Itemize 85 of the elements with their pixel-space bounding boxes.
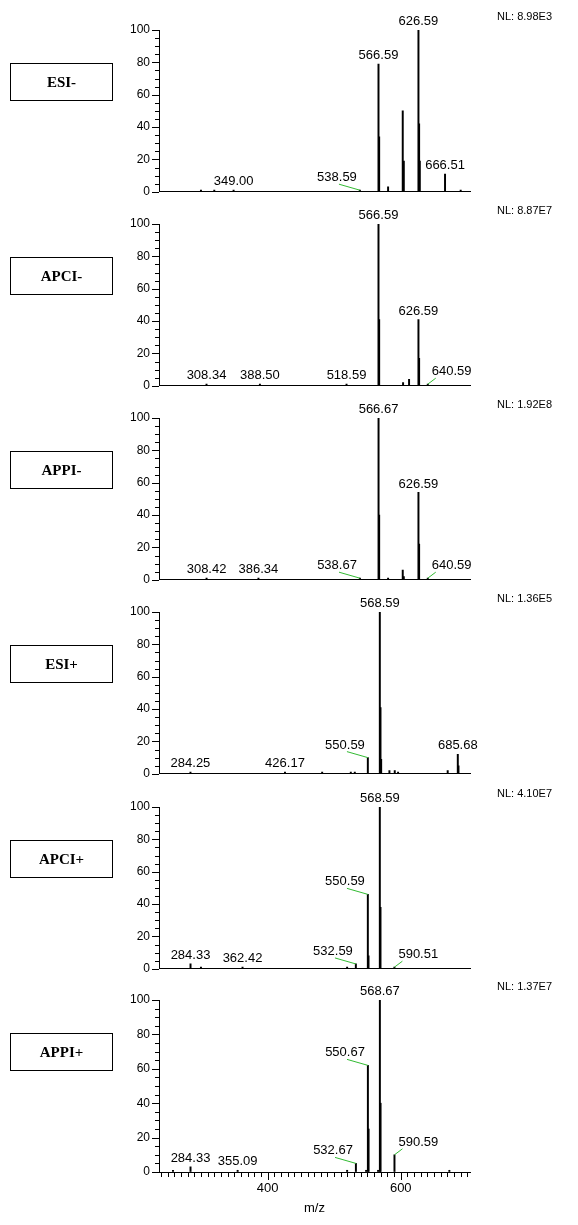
y-tick-label: 60 [136,475,151,490]
y-tick-label: 0 [143,1164,151,1179]
y-tick-label: 100 [129,992,151,1007]
y-tick-label: 40 [136,507,151,522]
y-tick-label: 40 [136,701,151,716]
text: NL: 1.36E5 [497,592,553,604]
y-tick-label: 80 [136,54,151,69]
annotation: 550.59 [325,873,365,889]
annotation: 518.59 [326,367,367,383]
text: APPI- [10,451,113,489]
y-tick-label: 40 [136,896,151,911]
x-tick-label: 400 [256,1180,279,1196]
annotation: 355.09 [217,1153,258,1169]
y-tick-label: 60 [136,1061,151,1076]
y-tick-label: 100 [129,799,151,814]
text: NL: 1.92E8 [497,398,553,410]
y-tick-label: 80 [136,831,151,846]
annotation: 362.42 [222,950,263,966]
annotation: 532.59 [313,943,353,959]
annotation: 685.68 [437,737,478,753]
annotation: 388.50 [240,367,280,383]
y-tick-label: 20 [136,539,151,554]
y-tick-label: 100 [129,410,151,425]
y-tick-label: 0 [143,766,151,781]
y-tick-label: 80 [136,636,151,651]
y-tick-label: 40 [136,119,151,134]
y-tick-label: 20 [136,151,151,166]
y-tick-label: 40 [136,313,151,328]
text: NL: 1.37E7 [497,980,553,992]
annotation: 626.59 [398,13,439,29]
annotation: 538.59 [317,169,357,185]
y-tick-label: 80 [136,1026,151,1041]
annotation: 590.59 [398,1133,439,1149]
x-axis-title: m/z [304,1199,325,1215]
y-tick-label: 60 [136,864,151,879]
annotation: 308.42 [186,561,227,577]
annotation: 308.34 [186,367,227,383]
y-tick-label: 80 [136,248,151,263]
annotation: 590.51 [398,946,439,962]
y-tick-label: 60 [136,87,151,102]
text: NL: 4.10E7 [497,787,553,799]
y-tick-label: 20 [136,1129,151,1144]
y-tick-label: 40 [136,1095,151,1110]
annotation: 626.59 [398,475,439,491]
annotation: 568.67 [360,983,400,999]
text: APCI- [10,257,113,295]
text: ESI- [10,63,113,101]
y-tick-label: 0 [143,572,151,587]
annotation: 426.17 [265,755,305,771]
annotation: 538.67 [317,557,357,573]
annotation: 550.59 [325,736,365,752]
y-tick-label: 100 [129,22,151,37]
y-tick-label: 100 [129,604,151,619]
text: ESI+ [10,645,113,683]
text: APPI+ [10,1033,113,1071]
y-tick-label: 80 [136,442,151,457]
annotation: 349.00 [213,173,254,189]
annotation: 568.59 [359,790,400,806]
y-tick-label: 20 [136,928,151,943]
y-tick-label: 20 [136,733,151,748]
annotation: 566.67 [358,401,399,417]
text: NL: 8.87E7 [497,204,553,216]
annotation: 566.59 [358,47,399,63]
y-tick-label: 20 [136,345,151,360]
text: APCI+ [10,840,113,878]
annotation: 640.59 [431,363,472,379]
x-tick-label: 600 [389,1180,412,1196]
annotation: 568.59 [359,595,400,611]
annotation: 640.59 [431,557,472,573]
y-tick-label: 60 [136,669,151,684]
y-tick-label: 100 [129,216,151,231]
annotation: 386.34 [238,561,279,577]
annotation: 566.59 [358,207,399,223]
annotation: 284.33 [170,947,211,963]
annotation: 284.33 [170,1149,211,1165]
y-tick-label: 0 [143,378,151,393]
y-tick-label: 0 [143,961,151,976]
y-tick-label: 0 [143,184,151,199]
annotation: 284.25 [170,755,211,771]
y-tick-label: 60 [136,281,151,296]
annotation: 666.51 [425,157,465,173]
annotation: 550.67 [325,1044,365,1060]
annotation: 532.67 [313,1142,353,1158]
text: NL: 8.98E3 [497,10,553,22]
annotation: 626.59 [398,302,439,318]
